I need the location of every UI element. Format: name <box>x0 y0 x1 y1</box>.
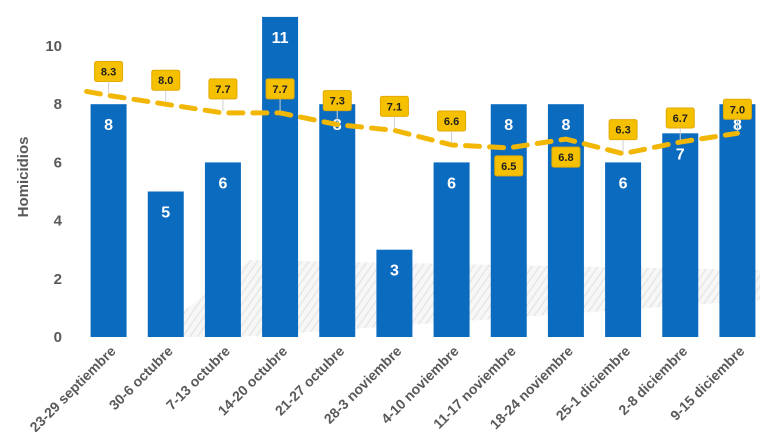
bar-value-label: 7 <box>676 146 685 163</box>
y-tick-label: 8 <box>54 96 62 113</box>
svg-text:8.0: 8.0 <box>158 75 173 87</box>
average-value-label: 7.1 <box>379 95 409 129</box>
average-value-label: 7.7 <box>208 78 238 111</box>
bar <box>262 16 299 338</box>
average-value-label: 8.3 <box>94 60 124 94</box>
svg-text:6.6: 6.6 <box>444 116 459 128</box>
bar-value-label: 11 <box>272 30 289 47</box>
bar <box>376 249 413 337</box>
bar <box>204 162 241 337</box>
bar <box>662 133 699 337</box>
average-value-label: 7.7 <box>265 78 295 111</box>
bar <box>90 104 127 337</box>
bar <box>719 104 756 337</box>
svg-text:7.1: 7.1 <box>387 101 402 113</box>
svg-text:7.7: 7.7 <box>272 84 287 96</box>
svg-text:7.0: 7.0 <box>730 104 745 116</box>
bar <box>490 104 527 337</box>
average-value-label: 7.0 <box>722 98 752 132</box>
bar <box>547 104 584 337</box>
y-tick-label: 0 <box>54 329 62 346</box>
average-value-label: 6.5 <box>494 155 524 177</box>
bar <box>605 162 642 337</box>
bar-value-label: 8 <box>561 117 570 134</box>
svg-text:6.5: 6.5 <box>501 161 516 173</box>
average-value-label: 7.3 <box>322 90 352 123</box>
svg-text:8.3: 8.3 <box>101 66 116 78</box>
bar-value-label: 5 <box>161 205 170 222</box>
y-tick-label: 2 <box>54 271 62 288</box>
bar-value-label: 6 <box>218 175 227 192</box>
average-trend-line <box>84 88 740 157</box>
svg-text:6.3: 6.3 <box>615 125 630 137</box>
bar <box>147 191 184 337</box>
bar-value-label: 3 <box>390 263 399 280</box>
average-value-label: 6.7 <box>665 107 695 141</box>
x-tick-label: 23-29 septiembre <box>26 343 118 432</box>
bar-value-label: 6 <box>619 175 628 192</box>
svg-text:7.3: 7.3 <box>330 96 345 108</box>
y-tick-label: 10 <box>45 38 62 55</box>
average-value-label: 6.8 <box>551 146 581 168</box>
bar-value-label: 8 <box>104 117 113 134</box>
bar <box>319 104 356 337</box>
average-value-label: 6.3 <box>608 119 638 152</box>
svg-text:7.7: 7.7 <box>215 84 230 96</box>
bar-value-label: 6 <box>447 175 456 192</box>
y-tick-label: 4 <box>54 213 63 230</box>
svg-text:6.7: 6.7 <box>673 113 688 125</box>
average-value-label: 8.0 <box>151 69 181 103</box>
bar-value-label: 8 <box>504 117 513 134</box>
y-tick-label: 6 <box>54 154 62 171</box>
bar <box>433 162 470 337</box>
y-axis-label: Homicidios <box>15 137 32 218</box>
average-value-label: 6.6 <box>437 110 467 143</box>
svg-text:6.8: 6.8 <box>558 152 573 164</box>
